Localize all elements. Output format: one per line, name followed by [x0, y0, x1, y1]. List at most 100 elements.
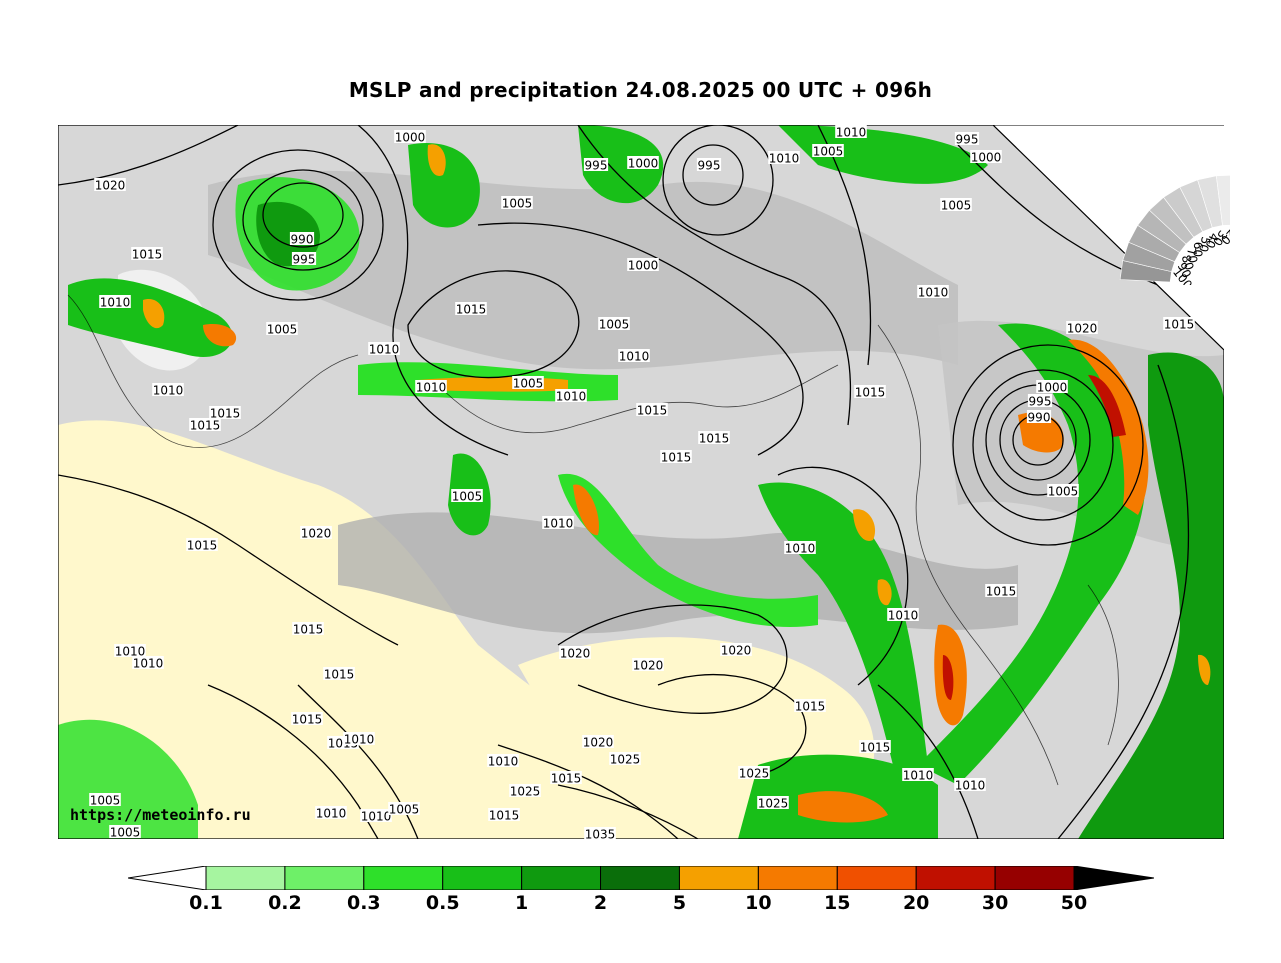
precip-area	[408, 143, 480, 228]
isobar-label-bg	[598, 317, 630, 330]
isobar-label: 1005	[599, 318, 630, 332]
isobar-label-bg	[1066, 321, 1098, 334]
isobar-label: 1010	[888, 609, 919, 623]
isobar-label: 1000	[1037, 381, 1068, 395]
cloud-scale-label: 50	[1196, 235, 1213, 253]
isobar-label: 1035	[585, 828, 616, 840]
isobar-label: 1010	[785, 542, 816, 556]
isobar-label: 1015	[293, 623, 324, 637]
cloud-scale-label: 30	[1210, 228, 1230, 248]
heavy-precip	[853, 509, 876, 541]
heavy-precip	[1198, 654, 1211, 685]
isobar-label: 1010	[416, 381, 447, 395]
isobar-label: 1015	[187, 539, 218, 553]
isobar-label-bg	[768, 151, 800, 164]
isobar-label: 1025	[510, 785, 541, 799]
isobar-label-bg	[940, 198, 972, 211]
isobar-label-bg	[1036, 380, 1068, 393]
isobar-label: 1010	[955, 779, 986, 793]
isobar-label-bg	[550, 771, 582, 784]
isobar-label: 1015	[489, 809, 520, 823]
isobar-label-bg	[660, 450, 692, 463]
dry-region	[58, 420, 698, 839]
isobar-label: 1010	[361, 810, 392, 824]
isobar-label-bg	[1047, 484, 1079, 497]
isobar-label: 1000	[395, 131, 426, 145]
isobar-label-bg	[323, 667, 355, 680]
isobar-label: 995	[1029, 395, 1052, 409]
cloud-scale-label: 60	[1190, 241, 1205, 257]
isobar-label: 995	[585, 159, 608, 173]
isobar-label-bg	[451, 489, 483, 502]
isobar-label: 1015	[210, 407, 241, 421]
heavy-precip	[143, 299, 165, 329]
isobar-label-bg	[854, 385, 886, 398]
cloud-scale-label: 40	[1202, 231, 1221, 251]
isobar-label-bg	[555, 389, 587, 402]
isobar-label: 1010	[769, 152, 800, 166]
cloud-band	[208, 170, 958, 370]
map-fields	[58, 125, 1224, 839]
colorbar-tick-label: 1	[515, 892, 529, 914]
isobar-label-bg	[917, 285, 949, 298]
isobar-label-bg	[627, 258, 659, 271]
isobar-label-bg	[512, 376, 544, 389]
isobar-label-bg	[291, 252, 317, 265]
isobar-label-bg	[131, 247, 163, 260]
isobar-label: 1015	[855, 386, 886, 400]
isobar-label: 1010	[344, 733, 375, 747]
isobar-label: 1015	[860, 741, 891, 755]
colorbar-tick-label: 0.3	[346, 892, 381, 914]
colorbar-cell	[678, 866, 759, 890]
colorbar-tick-label: 20	[902, 892, 930, 914]
isobar-label: 1000	[628, 157, 659, 171]
isobar-label: 1015	[551, 772, 582, 786]
isobar-label-bg	[509, 784, 541, 797]
isobar-label: 1015	[699, 432, 730, 446]
isobar-label: 1010	[115, 645, 146, 659]
isobar-label-bg	[954, 778, 986, 791]
isobars	[58, 125, 1224, 839]
isobar-label-bg	[738, 766, 770, 779]
isobar-label-bg	[99, 295, 131, 308]
colorbar-tick-label: 50	[1060, 892, 1088, 914]
isobar-label: 1010	[903, 769, 934, 783]
isobar-label: 995	[293, 253, 316, 267]
isobar-label: 1005	[502, 197, 533, 211]
isobar-label: 1020	[95, 179, 126, 193]
isobar-label-bg	[696, 158, 722, 171]
heavy-precip	[1068, 339, 1149, 515]
colorbar-cell	[521, 866, 602, 890]
precip-area	[58, 719, 198, 839]
precip-area	[758, 482, 928, 785]
isobar-label-bg	[794, 699, 826, 712]
isobar-label-bg	[488, 808, 520, 821]
isobar-label: 1010	[543, 517, 574, 531]
isobar-label-bg	[189, 418, 221, 431]
colorbar-tick-label: 5	[672, 892, 687, 914]
isobar-label: 1000	[971, 151, 1002, 165]
heavy-precip	[427, 144, 446, 176]
isobar-label: 1010	[153, 384, 184, 398]
isobar-label-bg	[582, 735, 614, 748]
isobar-label: 1000	[628, 259, 659, 273]
isobar-label: 1025	[758, 797, 789, 811]
colorbar-cell	[757, 866, 838, 890]
isobar-label: 1005	[941, 199, 972, 213]
isobar-label-bg	[415, 380, 447, 393]
colorbar-tick-label: 0.1	[189, 892, 223, 914]
heavy-precip	[1088, 375, 1126, 437]
isobar-label-bg	[209, 406, 241, 419]
colorbar-under-arrow	[128, 866, 207, 890]
colorbar-cell	[205, 866, 286, 890]
colorbar-tick-label: 10	[745, 892, 772, 914]
isobar-label: 1025	[739, 767, 770, 781]
colorbar-cell	[284, 866, 365, 890]
precip-area	[256, 201, 320, 267]
colorbar-tick-label: 15	[824, 892, 851, 914]
precip-area	[1078, 352, 1224, 839]
isobar-label-bg	[388, 802, 420, 815]
isobar-label-bg	[368, 342, 400, 355]
isobar-label-bg	[784, 541, 816, 554]
